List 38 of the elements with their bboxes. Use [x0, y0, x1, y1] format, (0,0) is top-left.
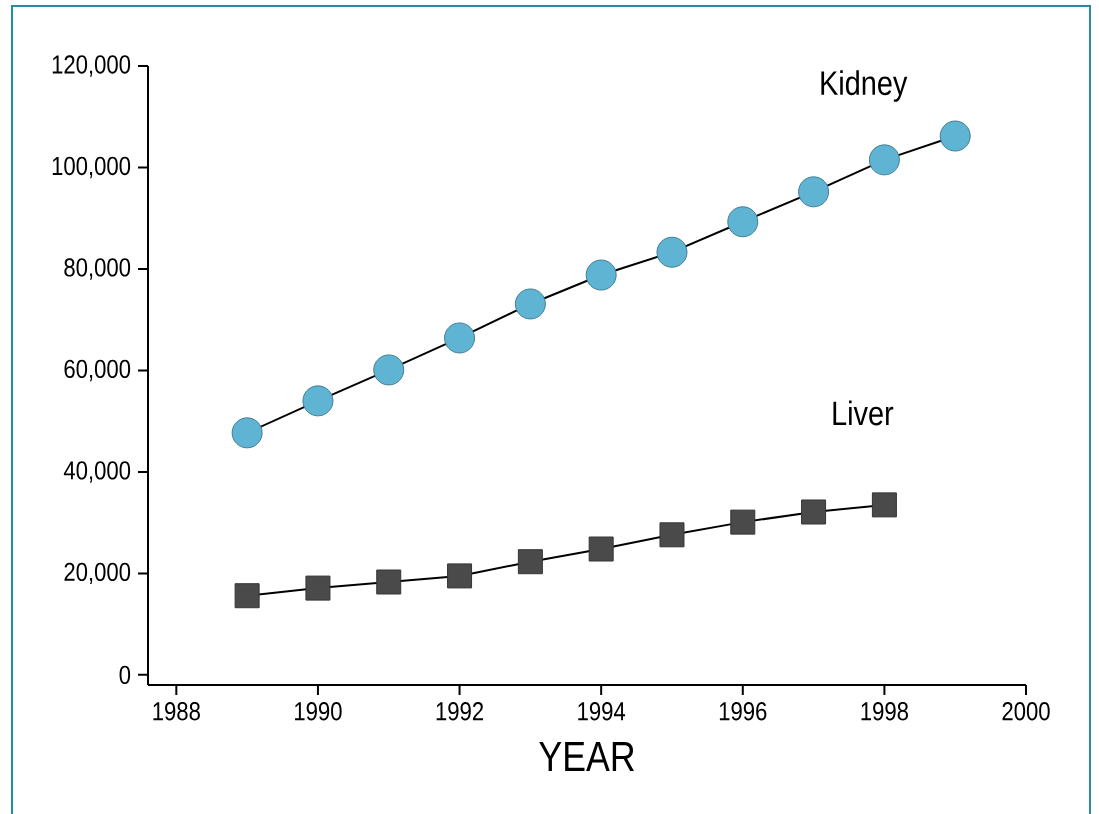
series-label: Liver — [833, 400, 894, 426]
point — [447, 563, 473, 589]
point — [376, 569, 402, 595]
point — [305, 575, 331, 601]
x-axis-title: YEAR — [539, 742, 634, 772]
point — [588, 536, 614, 562]
point — [727, 206, 759, 238]
point — [234, 583, 260, 609]
y-tick-label: 80,000 — [64, 258, 131, 280]
x-tick-label: 1994 — [578, 702, 626, 721]
point — [514, 288, 546, 320]
y-tick-label: 20,000 — [64, 562, 131, 585]
point — [585, 259, 617, 291]
point — [656, 236, 688, 268]
y-tick-label: 100,000 — [52, 156, 131, 179]
y-tick-label: 0 — [119, 665, 131, 685]
x-tick-label: 2000 — [1002, 702, 1050, 721]
point — [871, 492, 897, 518]
point — [302, 385, 334, 417]
y-tick-label: 120,000 — [52, 55, 131, 77]
x-tick-label: 1998 — [861, 702, 908, 721]
x-tick-label: 1990 — [295, 702, 342, 721]
point — [730, 509, 756, 535]
x-tick-label: 1996 — [719, 702, 767, 721]
point — [659, 522, 685, 548]
series-label: Kidney — [821, 70, 908, 102]
point — [801, 499, 827, 525]
point — [517, 549, 543, 575]
point — [373, 354, 405, 386]
point — [868, 144, 900, 176]
point — [939, 120, 971, 152]
y-tick-label: 60,000 — [64, 359, 131, 382]
point — [231, 417, 263, 449]
x-tick-label: 1988 — [153, 702, 200, 721]
point — [798, 176, 830, 208]
y-tick-label: 40,000 — [63, 461, 131, 483]
x-tick-label: 1992 — [436, 702, 484, 721]
point — [444, 322, 476, 354]
